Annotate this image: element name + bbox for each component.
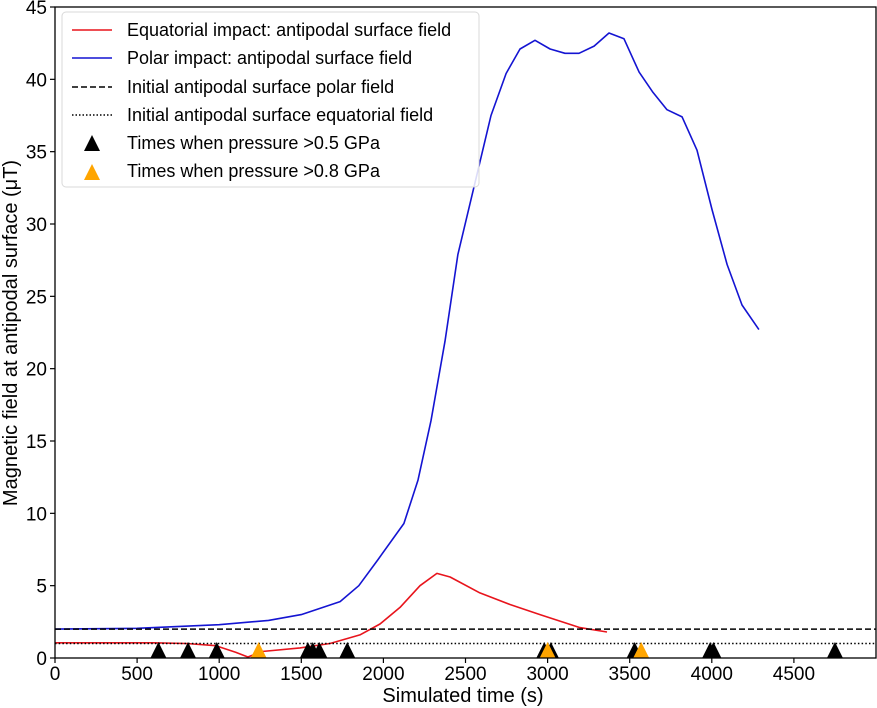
plot-area xyxy=(55,32,876,658)
y-tick-label: 30 xyxy=(26,215,47,236)
y-tick-label: 5 xyxy=(36,577,47,598)
y-tick-label: 40 xyxy=(26,70,47,91)
x-tick-label: 4500 xyxy=(773,664,815,685)
x-tick-label: 4000 xyxy=(691,664,733,685)
pressure-05-marker xyxy=(705,642,722,658)
legend-triangle-black-icon xyxy=(84,135,100,151)
legend-label-pressure-08: Times when pressure >0.8 GPa xyxy=(127,161,381,181)
y-tick-label: 0 xyxy=(36,649,47,670)
y-tick-label: 25 xyxy=(26,287,47,308)
x-tick-label: 3000 xyxy=(526,664,568,685)
x-axis-ticks: 0 500 1000 1500 2000 2500 3000 3500 4000 4500 xyxy=(50,658,815,685)
x-tick-label: 2000 xyxy=(362,664,404,685)
pressure-05-marker xyxy=(150,642,167,658)
legend-label-polar-initial: Initial antipodal surface polar field xyxy=(127,77,394,97)
legend-frame xyxy=(61,11,480,188)
x-axis-label: Simulated time (s) xyxy=(382,685,543,707)
pressure-05-marker xyxy=(339,642,356,658)
y-tick-label: 15 xyxy=(26,432,47,453)
legend: Equatorial impact: antipodal surface fie… xyxy=(61,11,480,188)
series-line-1 xyxy=(55,32,760,630)
y-tick-label: 10 xyxy=(26,504,47,525)
legend-label-equatorial: Equatorial impact: antipodal surface fie… xyxy=(127,20,451,40)
y-axis-label: Magnetic field at antipodal surface (μT) xyxy=(0,160,22,506)
pressure-05-marker xyxy=(826,642,843,658)
y-tick-label: 20 xyxy=(26,360,47,381)
pressure-05-marker xyxy=(311,642,328,658)
legend-label-pressure-05: Times when pressure >0.5 GPa xyxy=(127,133,381,153)
legend-label-polar: Polar impact: antipodal surface field xyxy=(127,48,412,68)
x-tick-label: 3500 xyxy=(609,664,651,685)
legend-triangle-orange-icon xyxy=(84,164,100,180)
legend-label-equatorial-initial: Initial antipodal surface equatorial fie… xyxy=(127,105,433,125)
y-tick-label: 45 xyxy=(26,0,47,19)
y-tick-label: 35 xyxy=(26,143,47,164)
y-axis-ticks: 0 5 10 15 20 25 30 35 40 45 xyxy=(26,0,55,670)
pressure-08-marker xyxy=(633,642,650,658)
x-tick-label: 0 xyxy=(50,664,61,685)
pressure-05-marker xyxy=(180,642,197,658)
x-tick-label: 1000 xyxy=(198,664,240,685)
series-line-0 xyxy=(55,572,608,658)
x-tick-label: 500 xyxy=(121,664,153,685)
x-tick-label: 2500 xyxy=(444,664,486,685)
pressure-05-marker xyxy=(208,642,225,658)
pressure-08-marker xyxy=(250,642,267,658)
pressure-08-marker xyxy=(539,642,556,658)
x-tick-label: 1500 xyxy=(280,664,322,685)
